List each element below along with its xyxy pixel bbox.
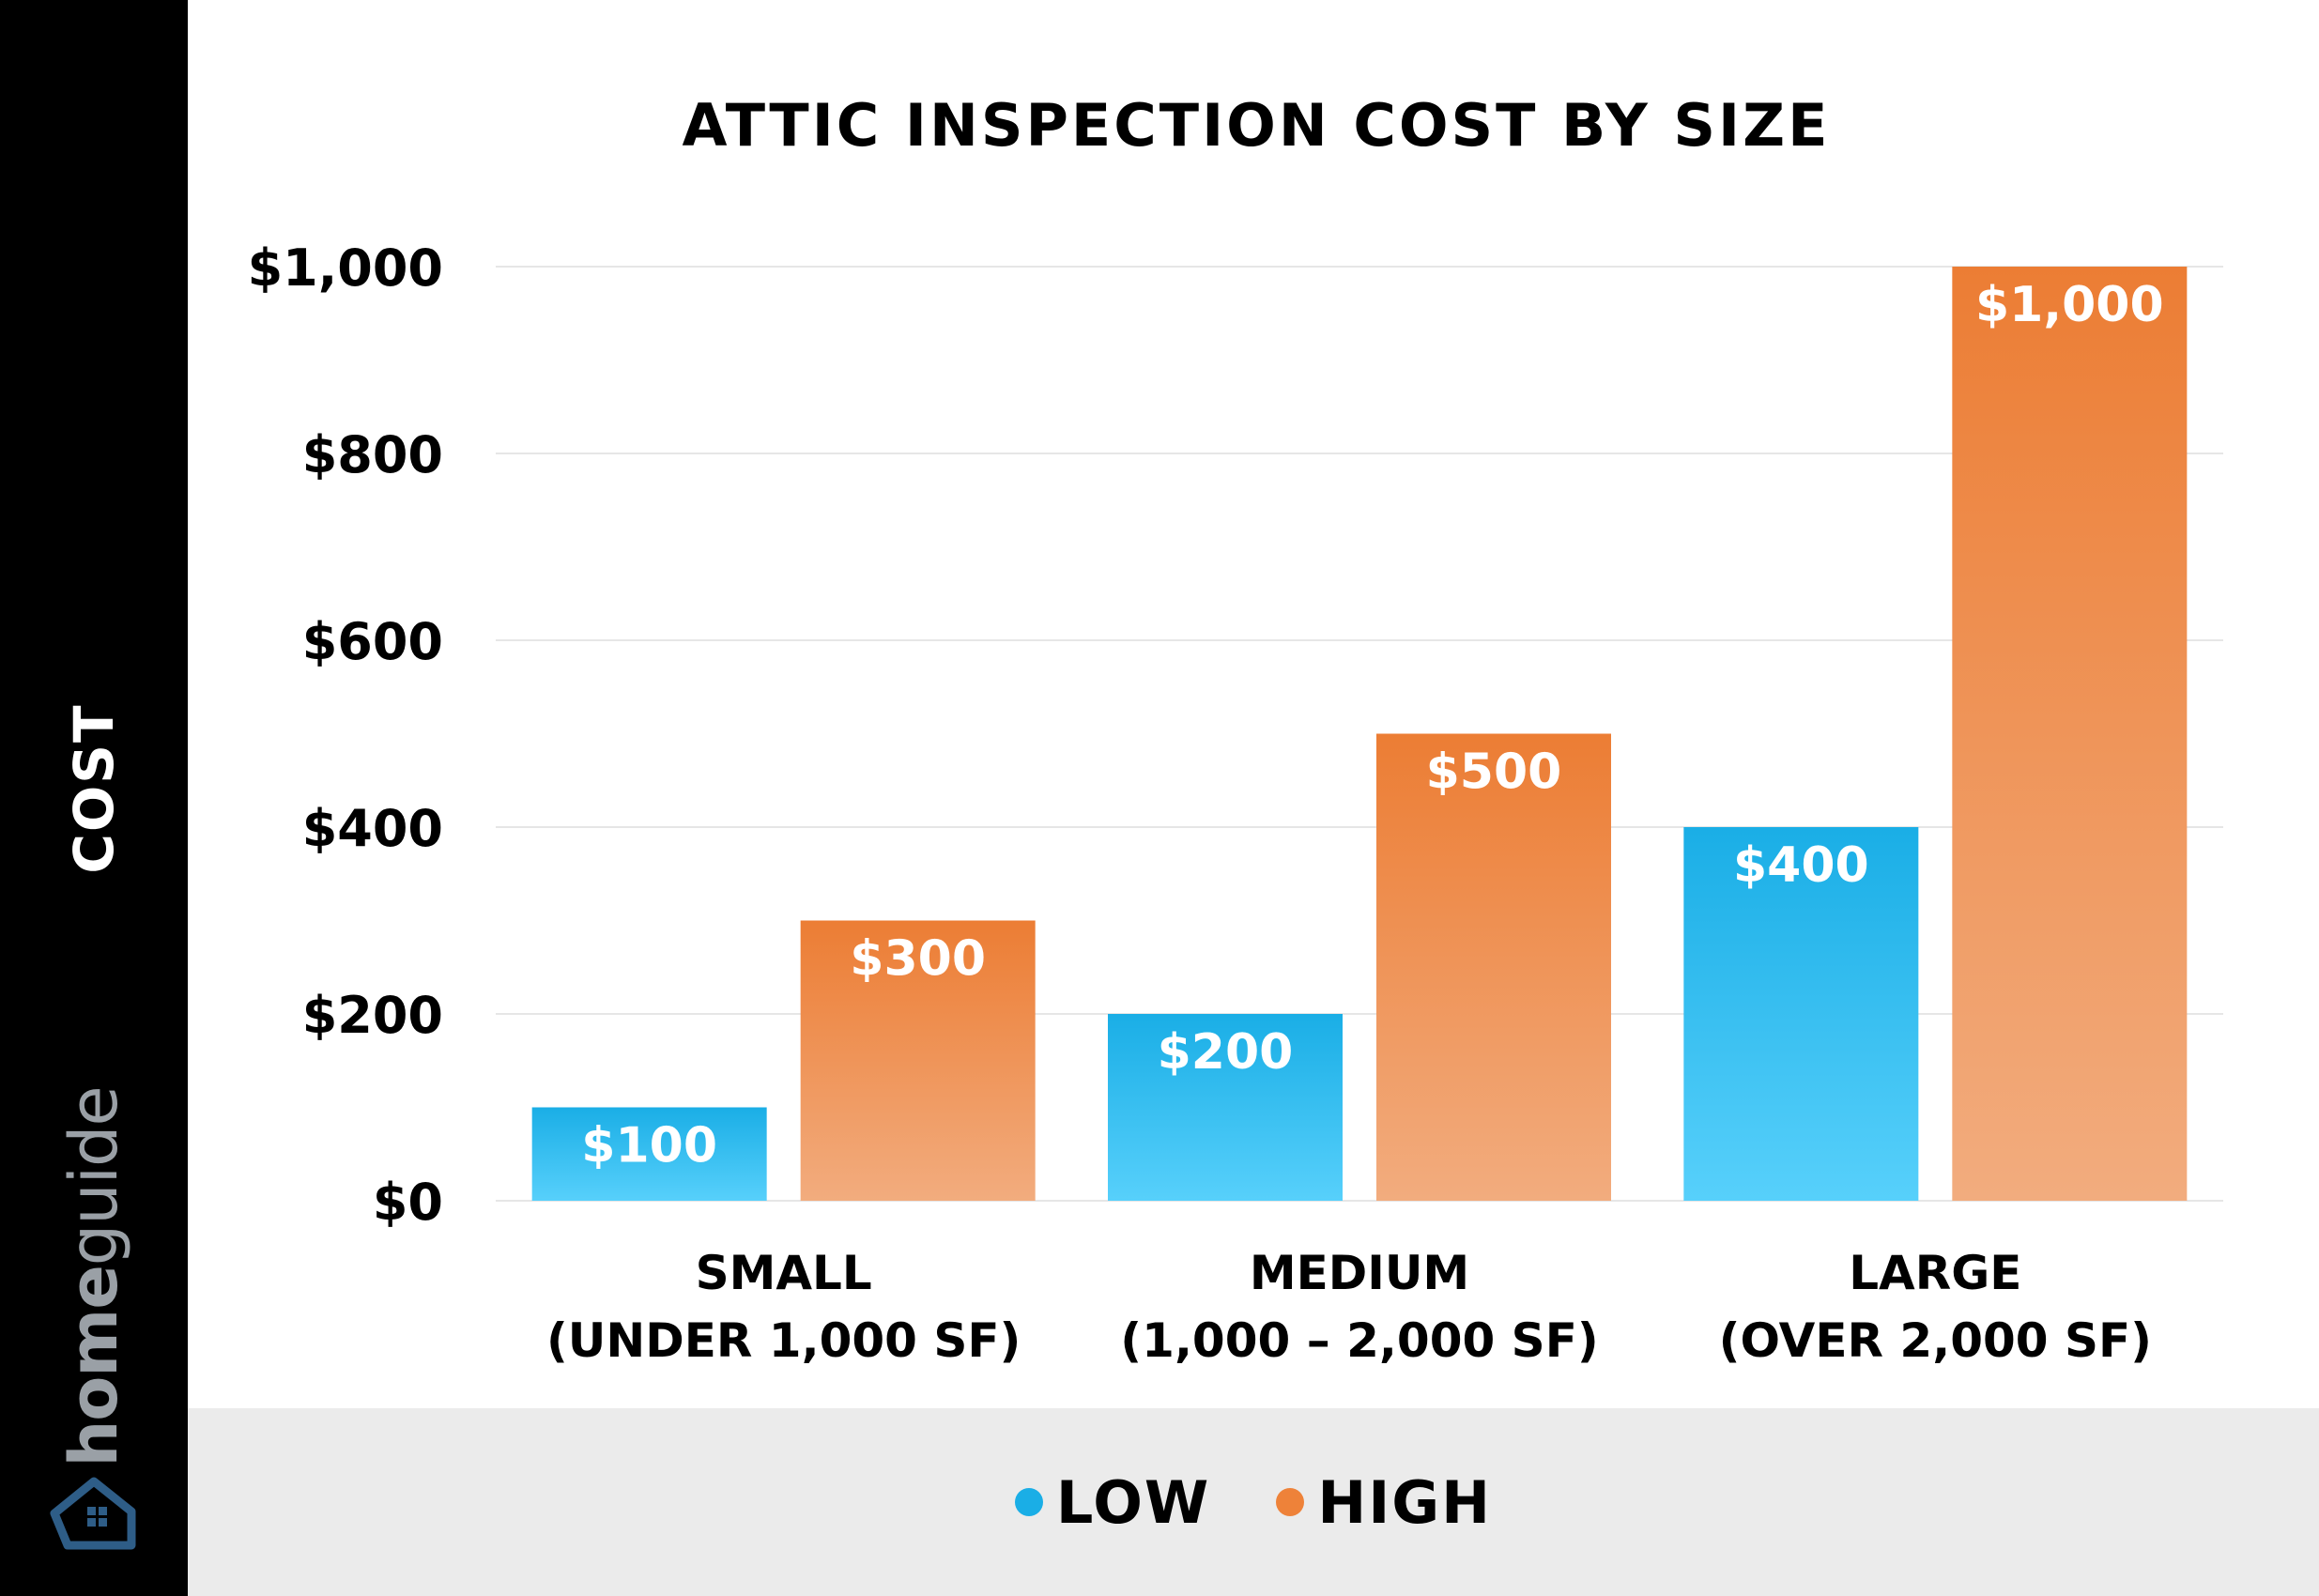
bar-high bbox=[800, 920, 1036, 1201]
data-label-low: $200 bbox=[1158, 1024, 1294, 1081]
data-label-low: $100 bbox=[581, 1118, 717, 1174]
bar-low bbox=[1683, 827, 1919, 1201]
legend-dot-high bbox=[1276, 1488, 1305, 1516]
data-label-low: $400 bbox=[1733, 837, 1869, 894]
legend-band: LOW HIGH bbox=[188, 1408, 2319, 1596]
data-label-high: $300 bbox=[850, 931, 986, 988]
chart-title: ATTIC INSPECTION COST BY SIZE bbox=[683, 91, 1831, 160]
sidebar bbox=[0, 0, 188, 1596]
x-tick-label: LARGE bbox=[1849, 1246, 2021, 1300]
legend: LOW HIGH bbox=[188, 1408, 2319, 1596]
x-tick-labels: SMALL (UNDER 1,000 SF) MEDIUM (1,000 – 2,00… bbox=[546, 1246, 2152, 1368]
y-tick-labels: $0 $200 $400 $600 $800 $1,000 bbox=[248, 238, 443, 1232]
legend-label-high: HIGH bbox=[1317, 1467, 1493, 1537]
data-label-high: $1,000 bbox=[1975, 277, 2164, 333]
y-tick-label: $200 bbox=[302, 986, 443, 1045]
y-tick-label: $600 bbox=[302, 612, 443, 671]
data-label-high: $500 bbox=[1426, 744, 1562, 801]
bar-high bbox=[1952, 267, 2188, 1201]
bar-low bbox=[1108, 1014, 1343, 1201]
legend-dot-low bbox=[1014, 1488, 1043, 1516]
legend-label-low: LOW bbox=[1055, 1467, 1211, 1537]
y-tick-label: $1,000 bbox=[248, 238, 443, 298]
chart-area: ATTIC INSPECTION COST BY SIZE $0 $200 $400… bbox=[248, 91, 2223, 1368]
x-tick-label: (UNDER 1,000 SF) bbox=[546, 1313, 1021, 1368]
x-tick-label: MEDIUM bbox=[1250, 1246, 1469, 1300]
x-tick-label: SMALL bbox=[696, 1246, 872, 1300]
grid-lines bbox=[496, 266, 2223, 1202]
house-icon bbox=[49, 1474, 139, 1555]
y-tick-label: $0 bbox=[373, 1173, 443, 1232]
bar-low bbox=[531, 1107, 767, 1201]
x-tick-label: (1,000 – 2,000 SF) bbox=[1120, 1313, 1598, 1368]
legend-item-high: HIGH bbox=[1276, 1468, 1492, 1537]
y-tick-label: $800 bbox=[302, 425, 443, 484]
y-tick-label: $400 bbox=[302, 799, 443, 858]
bar-high bbox=[1376, 733, 1611, 1201]
legend-item-low: LOW bbox=[1014, 1467, 1211, 1537]
x-tick-label: (OVER 2,000 SF) bbox=[1719, 1313, 2152, 1368]
bars: $100 $300 $200 $500 $400 $1,000 bbox=[531, 267, 2188, 1201]
